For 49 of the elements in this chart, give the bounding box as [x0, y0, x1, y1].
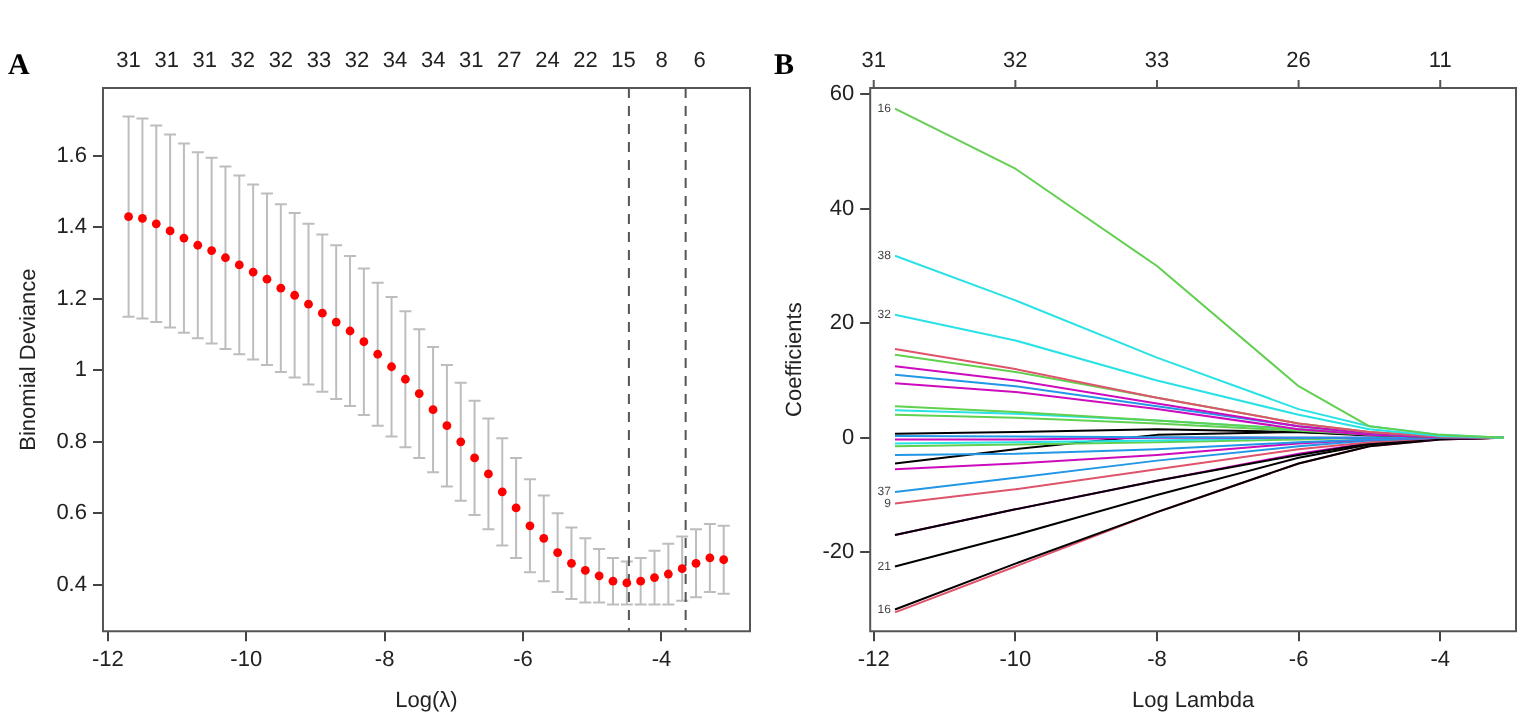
x-tick-label: -8 — [1147, 648, 1167, 673]
y-tick-label: 1.2 — [56, 286, 87, 311]
text: 32 — [230, 49, 256, 74]
y-tick-label: 60 — [829, 82, 855, 107]
y-tick-label: 20 — [829, 311, 855, 336]
text: 6 — [693, 49, 706, 74]
text: 33 — [1144, 49, 1170, 74]
text: 34 — [420, 49, 446, 74]
x-tick-label: -4 — [1430, 648, 1451, 673]
text: 31 — [154, 49, 179, 74]
y-tick-label: 1.6 — [56, 143, 87, 168]
x-tick-label: -6 — [1288, 648, 1309, 673]
text: 31 — [192, 49, 217, 74]
text: 27 — [497, 49, 522, 74]
y-tick-label: 0.4 — [56, 572, 87, 597]
x-tick-label: -6 — [513, 648, 533, 673]
text: 11 — [1428, 49, 1452, 74]
x-tick-label: -12 — [91, 648, 124, 673]
text: 22 — [573, 49, 598, 74]
text: 24 — [535, 49, 560, 74]
x-tick-label: -4 — [651, 648, 672, 673]
chart-title: A — [8, 49, 30, 82]
text: 33 — [306, 49, 332, 74]
text: 15 — [611, 49, 636, 74]
text: 31 — [861, 49, 886, 74]
text: 32 — [268, 49, 294, 74]
text: 32 — [1003, 49, 1028, 74]
y-tick-label: 40 — [829, 196, 855, 221]
text: 31 — [116, 49, 141, 74]
y-tick-label: 0.6 — [56, 501, 87, 526]
text: 32 — [344, 49, 370, 74]
text: 34 — [382, 49, 408, 74]
y-tick-label: -20 — [822, 540, 855, 565]
x-axis-title: Log(λ) — [395, 688, 458, 713]
text: 26 — [1286, 49, 1311, 74]
y-axis-title: Coefficients — [783, 301, 808, 417]
y-tick-label: 0.8 — [56, 429, 87, 454]
y-tick-label: 1 — [74, 358, 87, 383]
y-tick-label: 0 — [841, 425, 855, 450]
x-axis-title: Log Lambda — [1131, 688, 1257, 713]
x-tick-label: -10 — [999, 648, 1032, 673]
x-tick-label: -8 — [374, 648, 395, 673]
text: 31 — [459, 49, 484, 74]
y-tick-label: 1.4 — [56, 215, 87, 240]
y-axis-title: Binomial Deviance — [17, 268, 42, 451]
x-tick-label: -10 — [230, 648, 263, 673]
chart-title: B — [774, 49, 795, 82]
text: 8 — [655, 49, 668, 74]
x-tick-label: -12 — [857, 648, 890, 673]
